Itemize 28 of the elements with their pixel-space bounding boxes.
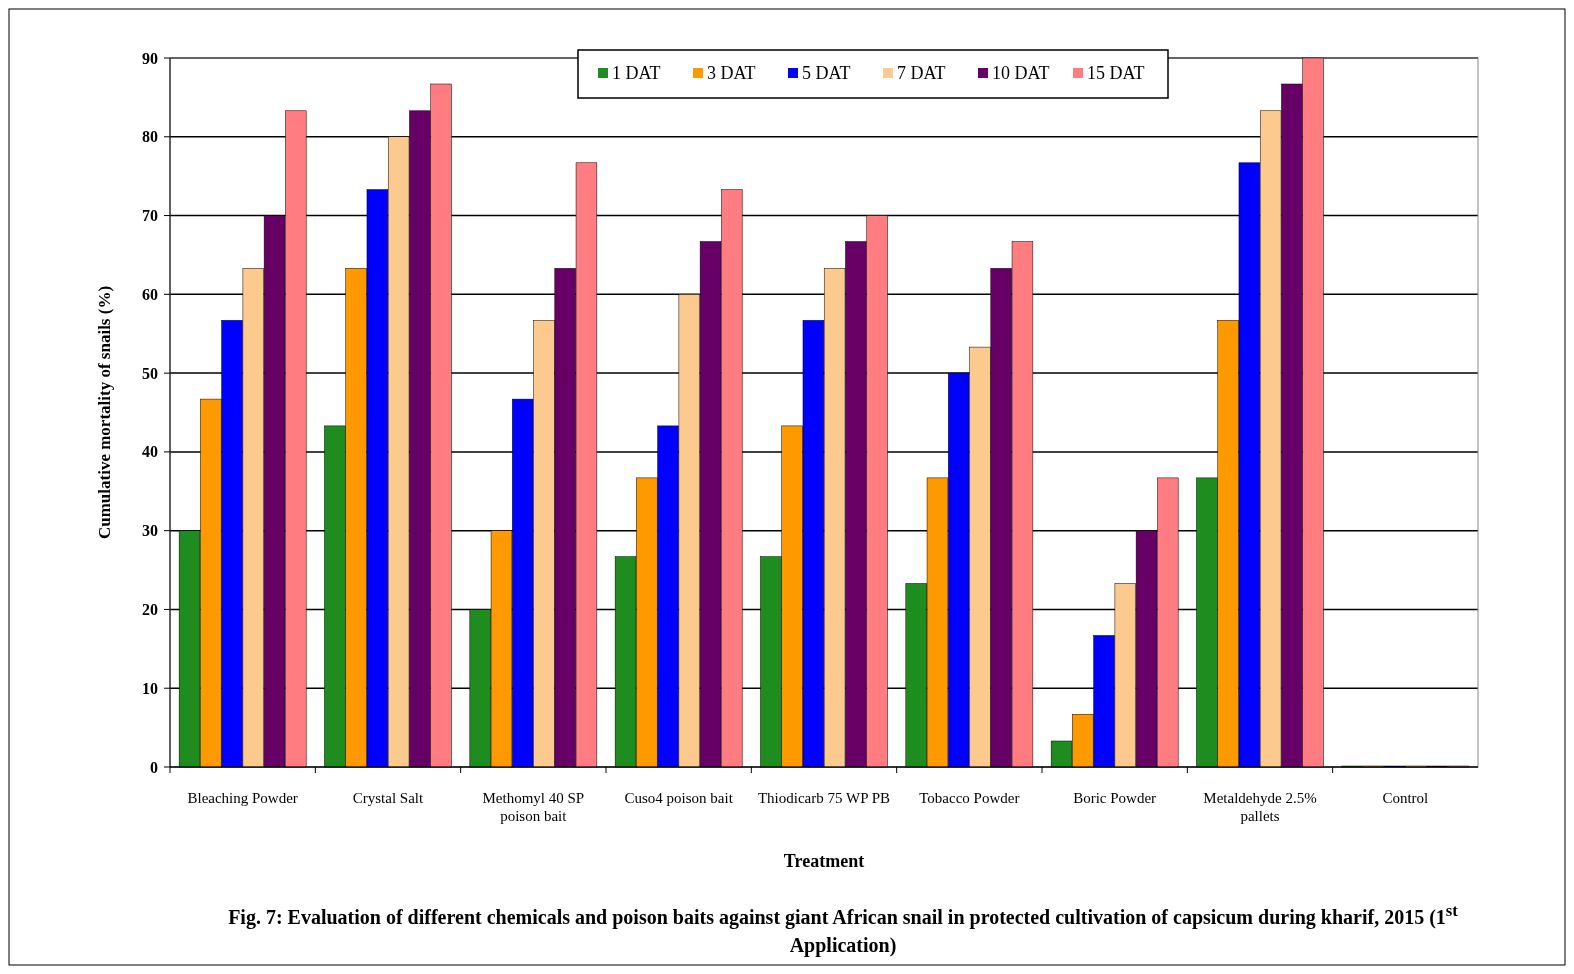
y-tick-label: 90 bbox=[142, 49, 158, 67]
y-tick-label: 30 bbox=[142, 522, 158, 540]
x-tick-label: Cuso4 poison bait bbox=[624, 790, 734, 806]
y-tick-label: 70 bbox=[142, 207, 158, 225]
y-tick-label: 0 bbox=[150, 758, 158, 776]
x-axis-title: Treatment bbox=[783, 851, 865, 871]
x-tick-label: Bleaching Powder bbox=[187, 790, 298, 806]
legend-label: 1 DAT bbox=[612, 63, 661, 84]
y-tick-label: 10 bbox=[142, 679, 158, 697]
legend-label: 5 DAT bbox=[802, 63, 851, 84]
text: Fig. 7: Evaluation of different chemicals and poison baits against giant African snail in protected cultivation of capsicum during kharif, 2015 (1$^{st}$ Application) bbox=[228, 901, 1458, 956]
y-tick-label: 50 bbox=[142, 364, 158, 382]
x-tick-label: Control bbox=[1382, 790, 1429, 806]
legend-label: 3 DAT bbox=[707, 63, 756, 84]
x-tick-label: Thiodicarb 75 WP PB bbox=[757, 790, 891, 806]
x-tick-label: Methomyl 40 SP poison bait bbox=[482, 790, 585, 824]
y-tick-label: 20 bbox=[142, 601, 158, 619]
x-tick-label: Boric Powder bbox=[1073, 790, 1157, 806]
x-tick-label: Crystal Salt bbox=[352, 790, 425, 806]
x-tick-label: Tobacco Powder bbox=[919, 790, 1020, 806]
x-tick-label: Metaldehyde 2.5% pallets bbox=[1203, 790, 1317, 824]
y-tick-label: 80 bbox=[142, 128, 158, 146]
y-tick-label: 60 bbox=[142, 285, 158, 303]
legend-label: 15 DAT bbox=[1087, 63, 1145, 84]
y-tick-label: 40 bbox=[142, 443, 158, 461]
legend-label: 7 DAT bbox=[897, 63, 946, 84]
legend-label: 10 DAT bbox=[992, 63, 1050, 84]
y-axis-title: Cumulative mortality of snails (%) bbox=[95, 285, 114, 540]
